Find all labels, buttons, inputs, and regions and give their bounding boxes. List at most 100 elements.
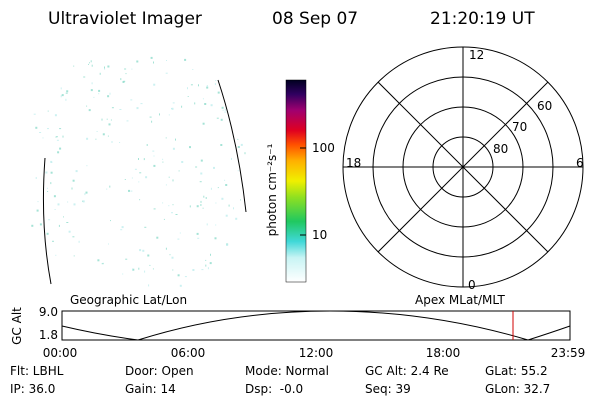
speckle xyxy=(213,166,215,169)
image-panel xyxy=(31,56,247,287)
speckle xyxy=(240,199,241,201)
speckle xyxy=(101,118,103,121)
status-field: Seq: 39 xyxy=(365,382,411,396)
speckle xyxy=(196,205,199,208)
time: 21:20:19 UT xyxy=(430,9,535,29)
speckle xyxy=(90,89,93,92)
lat-label: 80 xyxy=(493,142,508,156)
speckle xyxy=(149,264,151,266)
speckle xyxy=(179,232,181,234)
x-tick: 23:59 xyxy=(551,346,586,360)
speckle xyxy=(153,155,155,157)
speckle xyxy=(166,60,167,61)
speckle xyxy=(172,204,174,206)
speckle xyxy=(91,64,93,67)
speckle xyxy=(153,164,156,167)
speckle xyxy=(66,90,69,93)
speckle xyxy=(104,66,105,69)
speckle xyxy=(96,131,98,132)
speckle xyxy=(139,199,141,201)
mlt-label: 18 xyxy=(346,156,361,170)
speckle xyxy=(200,159,203,162)
speckle xyxy=(36,209,39,212)
speckle xyxy=(145,176,148,179)
speckle xyxy=(150,56,153,59)
speckle xyxy=(88,109,91,112)
speckle xyxy=(215,202,217,204)
speckle xyxy=(120,78,122,81)
speckle xyxy=(51,161,53,163)
speckle xyxy=(91,82,93,85)
speckle xyxy=(82,200,84,202)
status-field: Mode: Normal xyxy=(245,364,329,378)
speckle xyxy=(147,254,150,257)
speckle xyxy=(165,72,168,74)
speckle xyxy=(202,207,204,209)
speckle xyxy=(210,187,212,190)
speckle xyxy=(119,142,121,143)
speckle xyxy=(162,161,164,163)
speckle xyxy=(224,111,227,113)
speckle xyxy=(71,187,73,190)
speckle xyxy=(102,133,105,136)
x-tick: 18:00 xyxy=(426,346,461,360)
speckle xyxy=(90,60,92,63)
header: Ultraviolet Imager 08 Sep 07 21:20:19 UT xyxy=(48,9,535,29)
polar-plot: 12 18 6 0 60 70 80 xyxy=(342,46,584,292)
speckle xyxy=(68,230,71,233)
speckle xyxy=(165,184,167,186)
lat-label: 60 xyxy=(537,99,552,113)
speckle xyxy=(131,177,133,179)
speckle xyxy=(130,190,133,192)
speckle xyxy=(121,226,124,229)
speckle xyxy=(122,273,124,275)
speckle xyxy=(153,208,156,210)
colorbar-tick: 10 xyxy=(312,228,327,242)
speckle xyxy=(187,96,189,97)
speckle xyxy=(45,171,48,174)
speckle xyxy=(152,268,154,270)
speckle xyxy=(165,137,167,139)
speckle xyxy=(206,86,209,89)
speckle xyxy=(184,276,187,278)
speckle xyxy=(53,195,56,198)
colorbar-label: photon cm⁻²s⁻¹ xyxy=(265,143,279,236)
speckle xyxy=(195,166,198,168)
speckle xyxy=(125,73,127,75)
speckle xyxy=(143,158,145,161)
speckle xyxy=(205,259,207,261)
speckle xyxy=(107,95,110,98)
speckle xyxy=(138,267,140,270)
speckle xyxy=(210,104,213,107)
speckle xyxy=(59,147,62,150)
speckle xyxy=(86,137,89,140)
speckle xyxy=(47,191,49,192)
speckle xyxy=(177,238,180,240)
speckle xyxy=(244,152,246,155)
speckle xyxy=(111,141,113,143)
speckle xyxy=(86,105,88,107)
speckle xyxy=(204,103,207,105)
orbit-right-title: Apex MLat/MLT xyxy=(415,293,505,307)
speckle xyxy=(221,106,224,109)
speckle xyxy=(214,83,216,86)
speckle xyxy=(104,68,106,70)
speckle xyxy=(109,92,111,95)
speckle xyxy=(136,107,139,110)
speckle xyxy=(72,236,75,238)
speckle xyxy=(231,157,232,160)
speckle xyxy=(235,217,238,220)
speckle xyxy=(144,270,146,273)
speckle xyxy=(179,284,182,287)
speckle xyxy=(84,193,86,196)
speckle xyxy=(221,197,224,200)
speckle xyxy=(50,160,53,163)
orbit-panel: Geographic Lat/Lon Apex MLat/MLT 9.0 1.8… xyxy=(10,293,585,360)
speckle xyxy=(139,172,142,174)
speckle xyxy=(206,85,208,87)
speckle xyxy=(134,168,137,170)
mlt-label: 6 xyxy=(576,156,584,170)
speckle xyxy=(97,259,100,262)
speckle xyxy=(220,144,223,146)
